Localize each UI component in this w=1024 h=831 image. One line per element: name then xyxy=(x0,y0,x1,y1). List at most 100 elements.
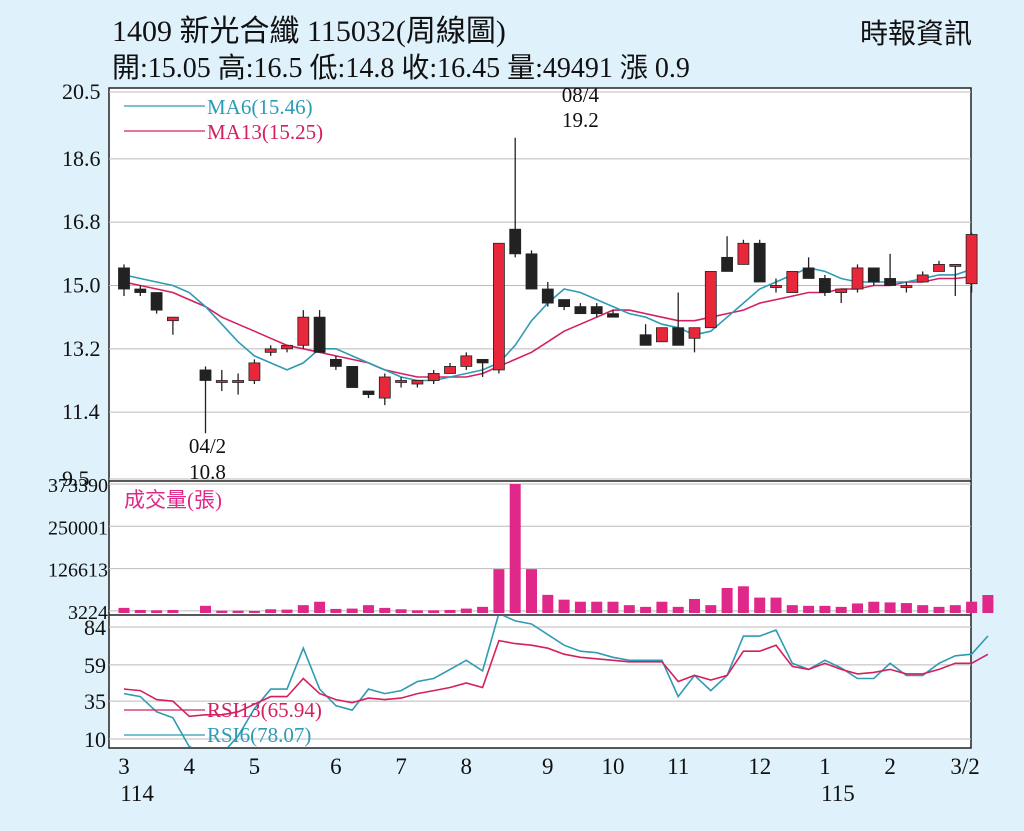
candle-body xyxy=(770,285,782,288)
x-tick-label: 6 xyxy=(330,754,342,779)
volume-bar xyxy=(574,601,586,613)
candle-body xyxy=(509,228,522,255)
volume-bar xyxy=(933,606,945,613)
candle-body xyxy=(574,306,587,315)
candle-body xyxy=(965,234,978,285)
volume-bar xyxy=(493,569,505,613)
rsi-plot-area xyxy=(123,616,989,747)
candle-body xyxy=(672,327,685,346)
price-tick-label: 11.4 xyxy=(62,399,100,424)
volume-bar xyxy=(770,597,782,613)
candle-body xyxy=(329,358,342,367)
candle-body xyxy=(297,316,310,346)
volume-bar xyxy=(852,603,863,613)
volume-bar xyxy=(754,597,766,613)
chart-title: 1409 新光合纖 115032(周線圖) xyxy=(112,15,506,48)
volume-bar xyxy=(542,594,554,613)
volume-bar xyxy=(737,586,749,613)
volume-bar xyxy=(868,601,880,613)
x-tick-label: 12 xyxy=(748,754,771,779)
ma6-legend-label: MA6(15.46) xyxy=(207,95,313,119)
candle-body xyxy=(639,334,652,346)
volume-bar xyxy=(395,609,407,613)
candle-body xyxy=(362,390,375,395)
candle-body xyxy=(541,288,554,304)
volume-bar xyxy=(314,601,326,613)
price-tick-label: 18.6 xyxy=(62,146,101,171)
x-tick-label: 2 xyxy=(884,754,896,779)
volume-bar xyxy=(558,599,570,613)
candle-body xyxy=(118,267,130,290)
candle-body xyxy=(411,380,424,385)
candle-body xyxy=(134,288,147,293)
candle-body xyxy=(558,299,570,308)
volume-bar xyxy=(640,606,652,613)
candle-body xyxy=(590,306,603,315)
volume-bar xyxy=(819,605,831,613)
rsi-tick-label: 10 xyxy=(84,727,106,752)
price-tick-label: 13.2 xyxy=(62,336,101,361)
candle-body xyxy=(232,380,245,383)
volume-tick-label: 126613 xyxy=(48,560,108,582)
x-tick-label: 4 xyxy=(183,754,195,779)
chart-frame xyxy=(108,87,972,749)
volume-bar xyxy=(216,610,228,613)
volume-bar xyxy=(379,607,391,613)
volume-bar xyxy=(623,605,635,613)
volume-bar xyxy=(248,610,260,613)
volume-bar xyxy=(526,569,537,613)
x-tick-label: 1 xyxy=(819,754,831,779)
ma13-legend-label: MA13(15.25) xyxy=(207,120,323,144)
volume-bar xyxy=(118,607,130,613)
volume-bar xyxy=(363,605,374,613)
candle-body xyxy=(199,369,212,381)
candle-body xyxy=(281,344,293,350)
x-tick-label: 7 xyxy=(395,754,407,779)
candle-body xyxy=(492,242,505,371)
volume-bar xyxy=(917,605,929,613)
rsi-tick-label: 35 xyxy=(84,689,106,714)
x-tick-label: 8 xyxy=(461,754,473,779)
x-tick-label: 3/2 xyxy=(950,754,979,779)
price-tick-label: 15.0 xyxy=(62,273,101,298)
candle-body xyxy=(851,267,864,290)
candle-body xyxy=(395,380,408,383)
rsi13-line xyxy=(123,639,989,718)
candle-body xyxy=(704,271,717,329)
volume-tick-label: 373390 xyxy=(48,475,108,497)
volume-bar xyxy=(803,605,815,613)
candle-body xyxy=(656,327,668,343)
candle-body xyxy=(215,380,228,383)
volume-bar xyxy=(411,610,423,613)
volume-bar xyxy=(134,609,146,613)
volume-bar xyxy=(444,609,456,613)
volume-bar xyxy=(200,605,211,613)
rsi-tick-label: 84 xyxy=(84,615,106,640)
candle-body xyxy=(460,355,473,367)
rsi6-legend-label: RSI6(78.07) xyxy=(207,723,311,747)
volume-bar xyxy=(982,595,994,613)
volume-bar xyxy=(330,608,342,613)
candle-body xyxy=(313,316,326,353)
candle-body xyxy=(737,242,750,265)
candle-body xyxy=(949,263,962,267)
candle-body xyxy=(166,316,179,322)
candle-body xyxy=(867,267,880,283)
candle-body xyxy=(819,278,831,293)
price-tick-label: 16.8 xyxy=(62,209,101,234)
volume-bar xyxy=(346,608,358,613)
volume-bar xyxy=(949,605,961,613)
volume-bar xyxy=(232,610,244,613)
candle-body xyxy=(753,242,766,283)
volume-bar xyxy=(705,605,717,613)
volume-bar xyxy=(672,606,684,613)
price-tick-label: 20.5 xyxy=(62,79,101,104)
volume-bar xyxy=(167,609,179,613)
volume-bar xyxy=(477,606,489,613)
volume-bar xyxy=(591,601,603,613)
candle-body xyxy=(916,274,929,283)
volume-bar xyxy=(607,601,619,613)
volume-bar xyxy=(281,609,293,613)
candle-body xyxy=(525,253,538,290)
